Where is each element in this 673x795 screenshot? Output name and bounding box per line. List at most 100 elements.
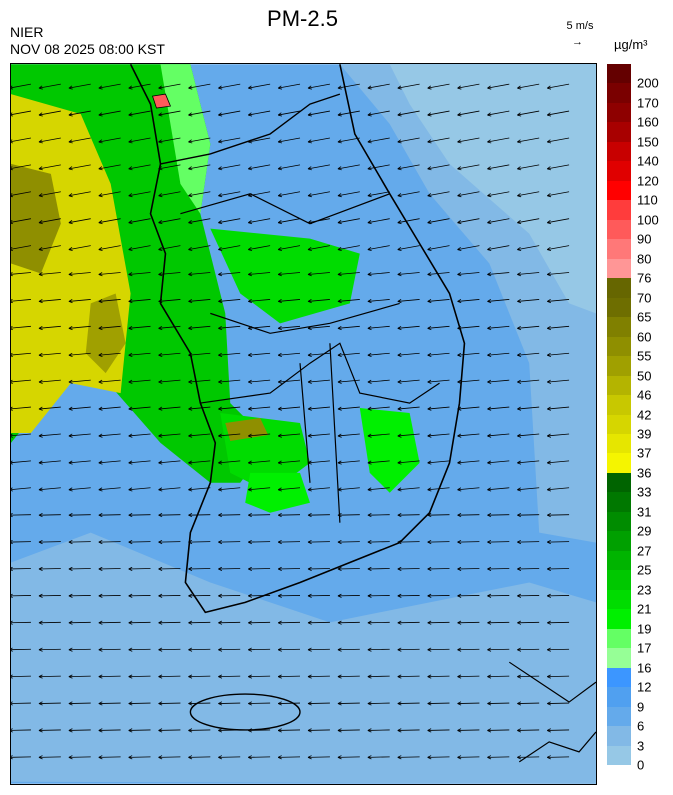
wind-arrow-icon <box>517 83 540 90</box>
legend-label: 90 <box>637 231 652 247</box>
lowest-field-north-east <box>389 64 596 314</box>
wind-arrow-icon <box>367 245 390 252</box>
wind-arrow-icon <box>158 379 181 384</box>
wind-arrow-icon <box>427 539 450 545</box>
wind-arrow-icon <box>98 352 121 357</box>
wind-arrow-icon <box>188 487 211 492</box>
wind-arrow-icon <box>248 755 271 760</box>
wind-arrow-icon <box>38 566 61 571</box>
wind-arrow-icon <box>337 299 360 304</box>
wind-arrow-icon <box>307 191 330 198</box>
wind-arrow-icon <box>457 620 480 625</box>
wind-arrow-icon <box>277 620 301 625</box>
wind-arrow-icon <box>546 593 570 598</box>
legend-label: 76 <box>637 270 652 286</box>
wind-arrow-icon <box>337 406 360 411</box>
wind-arrow-icon <box>397 728 420 733</box>
wind-arrow-icon <box>247 487 271 492</box>
wind-arrow-icon <box>188 191 211 198</box>
wind-arrow-icon <box>188 620 211 625</box>
wind-arrow-icon <box>38 191 61 198</box>
wind-arrow-icon <box>397 674 420 679</box>
wind-arrow-icon <box>158 137 181 144</box>
wind-arrow-icon <box>11 513 31 518</box>
wind-arrow-icon <box>277 487 301 492</box>
wind-arrow-icon <box>98 433 121 438</box>
wind-arrow-icon <box>457 728 480 733</box>
wind-arrow-icon <box>367 701 390 706</box>
wind-arrow-icon <box>128 299 151 304</box>
wind-arrow-icon <box>367 647 390 652</box>
wind-arrow-icon <box>98 406 121 411</box>
wind-arrow-icon <box>546 620 570 625</box>
header-info: NIER NOV 08 2025 08:00 KST <box>10 24 165 58</box>
wind-arrow-icon <box>277 352 301 357</box>
wind-arrow-icon <box>546 433 570 438</box>
wind-arrow-icon <box>98 83 121 90</box>
wind-arrow-icon <box>517 352 540 357</box>
legend-label: 19 <box>637 621 652 637</box>
wind-arrow-icon <box>68 299 91 304</box>
wind-arrow-icon <box>38 164 61 171</box>
wind-arrow-icon <box>128 539 151 545</box>
wind-arrow-icon <box>457 272 480 277</box>
wind-arrow-icon <box>128 83 151 90</box>
wind-arrow-icon <box>457 218 480 225</box>
wind-arrow-icon <box>307 137 330 144</box>
legend-label: 70 <box>637 290 652 306</box>
wind-arrow-icon <box>397 137 420 144</box>
wind-arrow-icon <box>158 487 181 492</box>
wind-arrow-icon <box>517 245 540 252</box>
wind-arrow-icon <box>337 352 360 357</box>
wind-arrow-icon <box>546 299 570 304</box>
wind-arrow-icon <box>397 379 420 384</box>
peak-spot-north <box>151 93 172 109</box>
wind-arrow-icon <box>218 83 241 90</box>
wind-arrow-icon <box>98 539 121 545</box>
wind-arrow-icon <box>248 513 271 518</box>
wind-arrow-icon <box>11 566 31 571</box>
wind-arrow-icon <box>457 539 480 545</box>
wind-arrow-icon <box>487 647 510 652</box>
legend-swatch <box>607 239 631 260</box>
wind-arrow-icon <box>367 352 390 357</box>
wind-arrow-icon <box>367 406 390 411</box>
wind-arrow-icon <box>367 539 390 545</box>
wind-arrow-icon <box>367 325 390 331</box>
wind-arrow-icon <box>307 352 330 357</box>
wind-arrow-icon <box>158 539 181 545</box>
wind-arrow-icon <box>457 487 480 492</box>
legend-swatch <box>607 492 631 513</box>
wind-arrow-icon <box>546 701 570 706</box>
wind-arrow-icon <box>188 218 211 225</box>
wind-arrow-icon <box>367 566 390 571</box>
wind-arrow-icon <box>337 674 360 679</box>
wind-arrow-icon <box>128 245 151 252</box>
wind-arrow-icon <box>337 137 360 144</box>
wind-arrow-icon <box>218 110 241 117</box>
wind-arrow-icon <box>427 513 450 518</box>
wind-arrow-icon <box>68 218 91 225</box>
coastline-japan <box>508 661 596 763</box>
border-dmz <box>160 93 341 165</box>
legend-label: 200 <box>637 75 659 91</box>
wind-arrow-icon <box>517 325 540 331</box>
legend-swatch <box>607 687 631 708</box>
wind-arrow-icon <box>98 218 121 225</box>
wind-arrow-icon <box>98 299 121 304</box>
wind-arrow-icon <box>188 110 211 117</box>
wind-arrow-icon <box>307 83 330 90</box>
legend-swatch <box>607 102 631 123</box>
wind-arrow-icon <box>11 164 32 171</box>
wind-arrow-icon <box>277 137 301 144</box>
wind-arrow-icon <box>546 755 570 760</box>
wind-arrow-icon <box>218 406 241 411</box>
wind-arrow-icon <box>247 272 271 277</box>
wind-arrow-icon <box>517 272 540 277</box>
wind-arrow-icon <box>307 110 330 117</box>
wind-arrow-icon <box>487 674 510 679</box>
wind-arrow-icon <box>337 539 360 545</box>
wind-arrow-icon <box>98 325 121 331</box>
wind-arrow-icon <box>277 110 301 117</box>
wind-arrow-icon <box>307 701 330 706</box>
